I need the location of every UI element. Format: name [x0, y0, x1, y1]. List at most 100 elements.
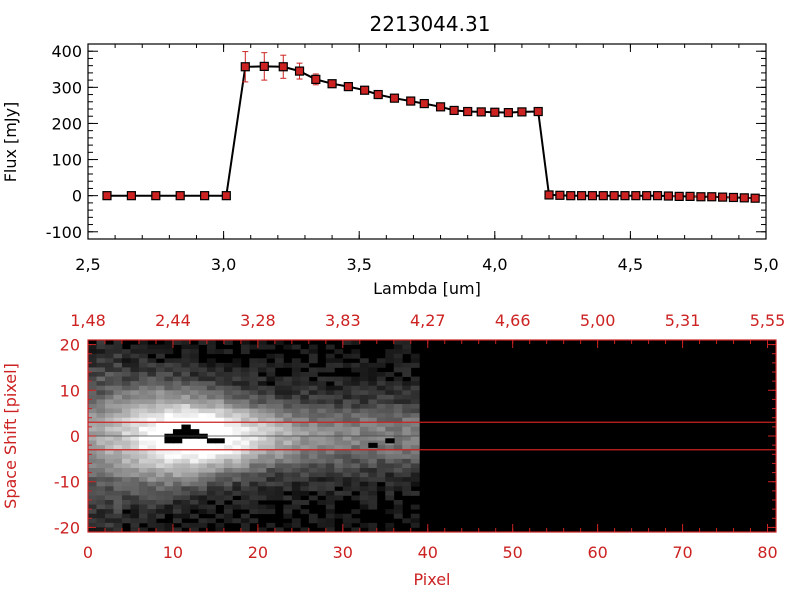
heatmap-cell [257, 422, 267, 428]
heatmap-cell [334, 362, 344, 368]
heatmap-cell [206, 490, 216, 496]
heatmap-cell [283, 509, 293, 515]
heatmap-cell [376, 440, 386, 446]
heatmap-cell [198, 500, 208, 505]
heatmap-cell [291, 381, 301, 387]
heatmap-cell [291, 385, 301, 391]
heatmap-cell [249, 404, 259, 409]
heatmap-cell [189, 399, 199, 405]
heatmap-cell [274, 449, 284, 455]
heatmap-cell [308, 372, 318, 377]
heatmap-cell [96, 458, 106, 464]
heatmap-cell [232, 440, 242, 446]
heatmap-cell [283, 495, 293, 501]
heatmap-cell [96, 376, 106, 382]
heatmap-cell [351, 399, 361, 405]
heatmap-cell [325, 367, 335, 373]
data-point [576, 191, 587, 201]
heatmap-cell [215, 349, 225, 355]
heatmap-cell [359, 449, 369, 455]
heatmap-cell [232, 390, 242, 396]
heatmap-cell [342, 458, 352, 464]
heatmap-cell [147, 449, 157, 455]
heatmap-cell [325, 358, 335, 364]
heatmap-cell [257, 472, 267, 478]
heatmap-cell [376, 486, 386, 492]
heatmap-cell [342, 413, 352, 419]
heatmap-cell [402, 490, 412, 496]
heatmap-cell [368, 490, 378, 496]
heatmap-cell [308, 431, 318, 437]
heatmap-cell [249, 385, 259, 391]
heatmap-cell [215, 500, 225, 505]
heatmap-cell [308, 344, 318, 350]
heatmap-cell [223, 385, 233, 391]
heatmap-cell [325, 422, 335, 428]
heatmap-cell [138, 513, 148, 519]
heatmap-cell [113, 426, 123, 432]
heatmap-cell [96, 490, 106, 496]
heatmap-cell [325, 431, 335, 437]
heatmap-cell [232, 372, 242, 377]
heatmap-cell [317, 422, 327, 428]
heatmap-cell [300, 426, 310, 432]
heatmap-cell [206, 404, 216, 409]
heatmap-cell [104, 481, 114, 487]
data-point [555, 190, 565, 200]
heatmap-cell [155, 486, 165, 492]
heatmap-cell [130, 358, 140, 364]
heatmap-cell [393, 440, 403, 446]
heatmap-cell [155, 477, 165, 483]
heatmap-cell [138, 340, 148, 345]
heatmap-cell [147, 362, 157, 368]
heatmap-cell [88, 344, 97, 350]
heatmap-cell [215, 404, 225, 409]
heatmap-cell [351, 477, 361, 483]
heatmap-cell [308, 417, 318, 423]
heatmap-cell [138, 472, 148, 478]
heatmap-cell [147, 417, 157, 423]
heatmap-cell [308, 477, 318, 483]
heatmap-cell [88, 468, 97, 473]
heatmap-cell [104, 381, 114, 387]
heatmap-cell [342, 399, 352, 405]
heatmap-cell [249, 495, 259, 501]
heatmap-cell [257, 394, 267, 400]
saturated-pixel [206, 438, 217, 444]
heatmap-cell [138, 431, 148, 437]
heatmap-cell [393, 413, 403, 419]
heatmap-cell [121, 440, 131, 446]
heatmap-cell [232, 490, 242, 496]
heatmap-cell [181, 367, 191, 373]
heatmap-cell [113, 445, 123, 451]
heatmap-cell [257, 440, 267, 446]
heatmap-cell [325, 518, 335, 524]
heatmap-cell [232, 367, 242, 373]
heatmap-cell [393, 472, 403, 478]
heatmap-cell [257, 486, 267, 492]
heatmap-cell [215, 390, 225, 396]
heatmap-cell [113, 431, 123, 437]
heatmap-cell [130, 344, 140, 350]
heatmap-cell [130, 431, 140, 437]
heatmap-cell [385, 349, 395, 355]
heatmap-cell [376, 463, 386, 469]
heatmap-cell [393, 408, 403, 414]
heatmap-cell [410, 490, 420, 496]
heatmap-cell [96, 404, 106, 409]
heatmap-cell [334, 385, 344, 391]
heatmap-cell [206, 422, 216, 428]
heatmap-cell [257, 381, 267, 387]
heatmap-cell [104, 367, 114, 373]
heatmap-cell [181, 449, 191, 455]
heatmap-cell [402, 518, 412, 524]
heatmap-cell [402, 385, 412, 391]
heatmap-cell [189, 381, 199, 387]
heatmap-cell [385, 431, 395, 437]
heatmap-cell [266, 362, 276, 368]
heatmap-cell [88, 399, 97, 405]
heatmap-cell [300, 413, 310, 419]
heat-y-tick-label: -10 [54, 473, 80, 492]
heatmap-cell [283, 344, 293, 350]
heatmap-cell [206, 431, 216, 437]
